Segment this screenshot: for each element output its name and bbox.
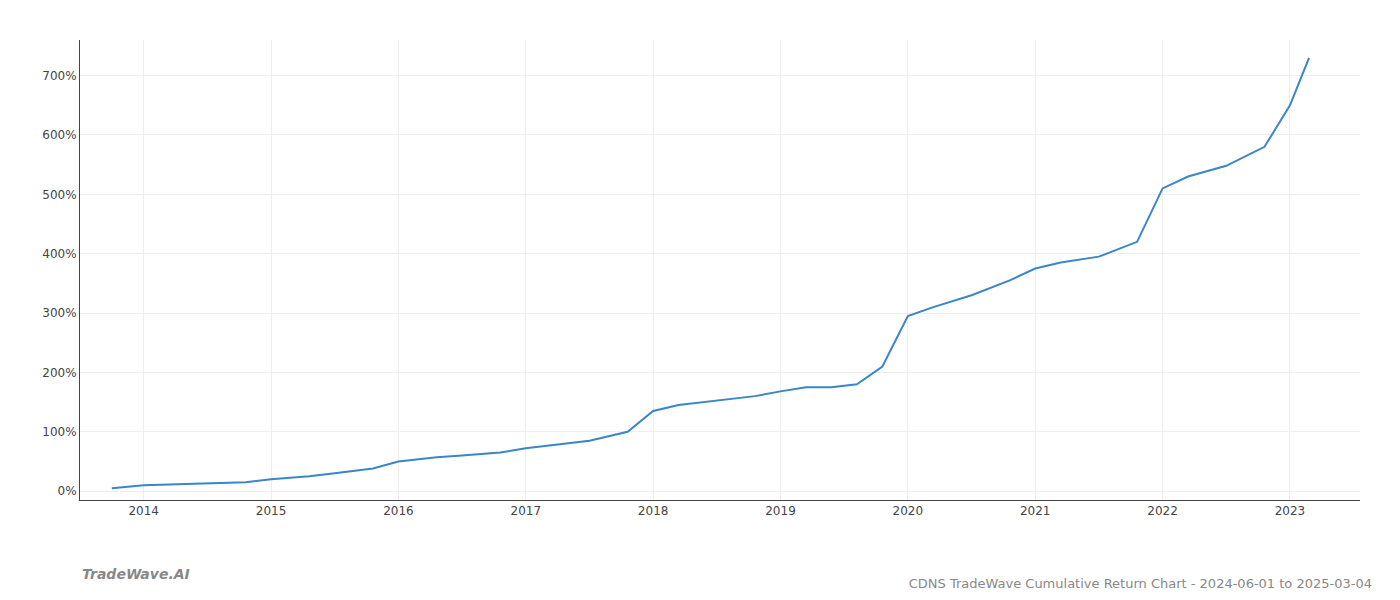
svg-text:2022: 2022 bbox=[1147, 504, 1178, 518]
svg-text:2023: 2023 bbox=[1275, 504, 1306, 518]
svg-text:2015: 2015 bbox=[256, 504, 287, 518]
svg-text:300%: 300% bbox=[42, 306, 76, 320]
svg-text:600%: 600% bbox=[42, 128, 76, 142]
svg-text:TradeWave.AI: TradeWave.AI bbox=[82, 566, 190, 582]
svg-text:2018: 2018 bbox=[638, 504, 669, 518]
svg-text:2021: 2021 bbox=[1020, 504, 1051, 518]
svg-text:2017: 2017 bbox=[510, 504, 541, 518]
svg-text:2020: 2020 bbox=[893, 504, 924, 518]
svg-text:CDNS TradeWave Cumulative Retu: CDNS TradeWave Cumulative Return Chart -… bbox=[909, 576, 1372, 591]
svg-text:2016: 2016 bbox=[383, 504, 414, 518]
svg-text:200%: 200% bbox=[42, 366, 76, 380]
svg-text:0%: 0% bbox=[58, 484, 77, 498]
svg-text:2014: 2014 bbox=[128, 504, 159, 518]
svg-text:700%: 700% bbox=[42, 69, 76, 83]
svg-text:100%: 100% bbox=[42, 425, 76, 439]
svg-text:400%: 400% bbox=[42, 247, 76, 261]
svg-text:2019: 2019 bbox=[765, 504, 796, 518]
svg-text:500%: 500% bbox=[42, 188, 76, 202]
